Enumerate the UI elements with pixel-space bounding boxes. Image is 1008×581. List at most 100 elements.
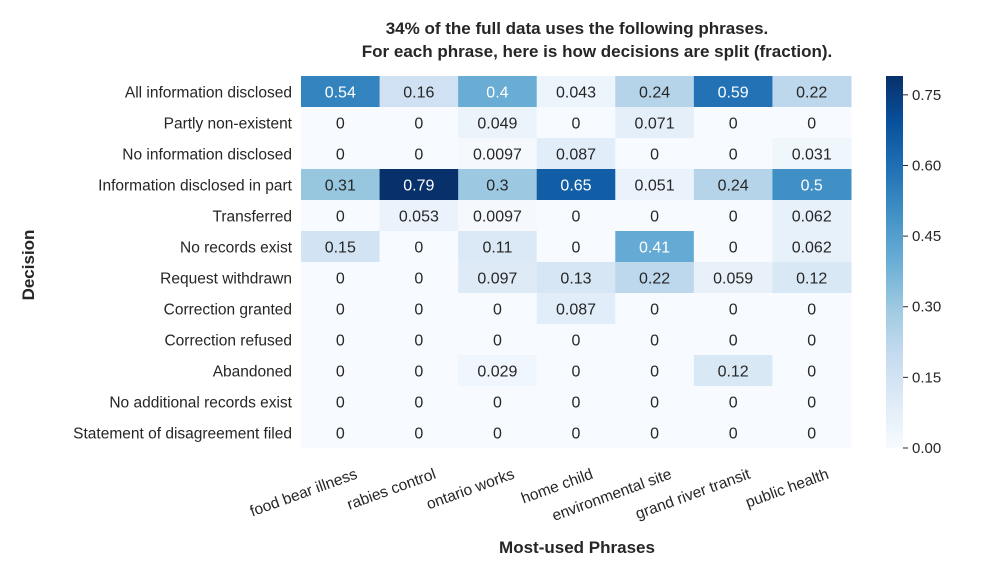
cell-value-label: 0.049	[477, 116, 517, 133]
cell-value-label: 0.65	[560, 178, 591, 195]
cell-value-label: 0	[650, 302, 659, 319]
heatmap-cell	[458, 417, 538, 449]
y-tick-label: Statement of disagreement filed	[73, 426, 292, 443]
cell-value-label: 0	[650, 364, 659, 381]
heatmap-cell	[772, 262, 852, 294]
cell-value-label: 0.13	[560, 271, 591, 288]
heatmap-cell	[536, 138, 616, 170]
heatmap-cell	[772, 200, 852, 232]
heatmap-cell	[458, 138, 538, 170]
heatmap-cell	[536, 386, 616, 418]
chart-title-line-2: For each phrase, here is how decisions a…	[362, 42, 832, 61]
heatmap-cell	[693, 138, 773, 170]
heatmap-cell	[772, 231, 852, 263]
heatmap-cell	[536, 417, 616, 449]
y-tick-label: Partly non-existent	[164, 116, 293, 133]
heatmap-cell	[615, 293, 695, 325]
heatmap-cell	[772, 107, 852, 139]
x-axis-label: Most-used Phrases	[499, 538, 655, 557]
cell-value-label: 0	[807, 395, 816, 412]
cell-value-label: 0.11	[482, 240, 512, 257]
heatmap-cell	[772, 169, 852, 201]
cell-value-label: 0	[572, 395, 581, 412]
colorbar	[886, 76, 903, 448]
cell-value-label: 0.22	[639, 271, 670, 288]
cell-value-label: 0.087	[556, 147, 596, 164]
heatmap-cell	[458, 324, 538, 356]
y-axis-label: Decision	[19, 230, 38, 301]
heatmap-cell	[615, 386, 695, 418]
heatmap-cell	[301, 169, 381, 201]
heatmap-cell	[458, 231, 538, 263]
heatmap-cell	[379, 293, 459, 325]
heatmap-cell	[693, 386, 773, 418]
heatmap-cell	[301, 76, 381, 108]
heatmap-cell	[458, 107, 538, 139]
heatmap-cell	[379, 355, 459, 387]
cell-value-label: 0.051	[635, 178, 675, 195]
y-tick-label: Abandoned	[213, 364, 292, 381]
cell-value-label: 0.12	[718, 364, 749, 381]
cell-value-label: 0	[336, 147, 345, 164]
heatmap-cell	[615, 262, 695, 294]
heatmap-cell	[693, 355, 773, 387]
heatmap-cell	[536, 293, 616, 325]
cell-value-label: 0.5	[801, 178, 823, 195]
heatmap-cell	[615, 169, 695, 201]
cell-value-label: 0	[729, 240, 738, 257]
cell-value-label: 0	[414, 147, 423, 164]
heatmap-cell	[301, 417, 381, 449]
heatmap-cell	[536, 107, 616, 139]
cell-value-label: 0.24	[718, 178, 749, 195]
cell-value-label: 0.097	[477, 271, 517, 288]
heatmap-cell	[693, 76, 773, 108]
colorbar-tick-label: 0.45	[912, 228, 941, 245]
heatmap-cell	[693, 324, 773, 356]
colorbar-tick-label: 0.00	[912, 440, 941, 457]
cell-value-label: 0.0097	[473, 147, 522, 164]
heatmap-cell	[301, 107, 381, 139]
heatmap-cell	[301, 262, 381, 294]
cell-value-label: 0.059	[713, 271, 753, 288]
cell-value-label: 0	[572, 333, 581, 350]
cell-value-label: 0	[729, 302, 738, 319]
y-tick-label: No records exist	[180, 240, 293, 257]
heatmap-cell	[615, 324, 695, 356]
cell-value-label: 0.029	[477, 364, 517, 381]
cell-value-label: 0	[572, 116, 581, 133]
cell-value-label: 0	[414, 364, 423, 381]
heatmap-cell	[536, 169, 616, 201]
y-tick-label: Information disclosed in part	[98, 178, 293, 195]
cell-value-label: 0	[414, 271, 423, 288]
cell-value-label: 0	[414, 333, 423, 350]
cell-value-label: 0.31	[325, 178, 356, 195]
heatmap-cell	[615, 76, 695, 108]
heatmap-cell	[379, 138, 459, 170]
heatmap-cell	[615, 200, 695, 232]
x-tick-label: food bear illness	[248, 466, 360, 521]
cell-value-label: 0	[336, 271, 345, 288]
cell-value-label: 0.12	[796, 271, 827, 288]
cell-value-label: 0.031	[792, 147, 832, 164]
heatmap-cell	[615, 417, 695, 449]
cell-value-label: 0	[572, 364, 581, 381]
cell-value-label: 0	[572, 240, 581, 257]
heatmap-cell	[536, 76, 616, 108]
cell-value-label: 0	[807, 302, 816, 319]
cell-value-label: 0	[336, 209, 345, 226]
heatmap-cell	[693, 107, 773, 139]
cell-value-label: 0.59	[718, 85, 749, 102]
heatmap-cell	[458, 293, 538, 325]
cell-value-label: 0.062	[792, 240, 832, 257]
heatmap-cell	[458, 355, 538, 387]
heatmap-cell	[772, 138, 852, 170]
heatmap-cell	[458, 76, 538, 108]
cell-value-label: 0.79	[403, 178, 434, 195]
heatmap-cell	[615, 138, 695, 170]
cell-value-label: 0.0097	[473, 209, 522, 226]
heatmap-cell	[772, 324, 852, 356]
heatmap-cell	[301, 324, 381, 356]
heatmap-cell	[379, 231, 459, 263]
cell-value-label: 0	[493, 426, 502, 443]
